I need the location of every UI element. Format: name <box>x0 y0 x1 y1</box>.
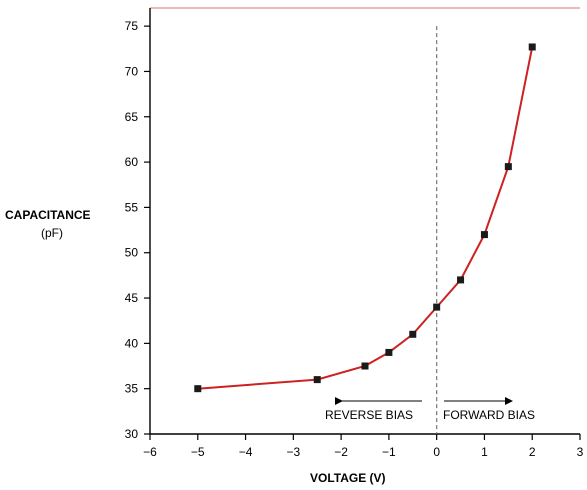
x-tick-label: 1 <box>481 445 488 459</box>
reverse-bias-label: REVERSE BIAS <box>325 408 413 422</box>
y-tick-label: 60 <box>125 155 139 169</box>
data-point <box>385 348 393 356</box>
series-line <box>197 46 534 390</box>
y-axis-title: CAPACITANCE <box>5 208 91 222</box>
forward-bias-label: FORWARD BIAS <box>443 408 535 422</box>
x-tick-label: −1 <box>382 445 396 459</box>
y-tick-label: 50 <box>125 246 139 260</box>
y-axis-ticks: 30 35 40 45 50 55 60 65 70 75 <box>125 19 150 441</box>
y-tick-label: 40 <box>125 336 139 350</box>
data-point <box>194 385 202 393</box>
y-tick-label: 45 <box>125 291 139 305</box>
x-axis-title: VOLTAGE (V) <box>310 471 386 485</box>
y-tick-label: 75 <box>125 19 139 33</box>
x-tick-label: −6 <box>143 445 157 459</box>
data-point <box>313 376 321 384</box>
data-point <box>504 163 512 171</box>
data-point <box>361 362 369 370</box>
data-point <box>480 231 488 239</box>
x-tick-label: −3 <box>286 445 300 459</box>
data-point <box>409 330 417 338</box>
x-tick-label: −2 <box>334 445 348 459</box>
y-tick-label: 55 <box>125 200 139 214</box>
data-series <box>194 43 536 393</box>
y-tick-label: 65 <box>125 110 139 124</box>
x-tick-label: 3 <box>577 445 584 459</box>
data-point <box>433 303 441 311</box>
x-axis-ticks: −6 −5 −4 −3 −2 −1 0 1 2 3 <box>143 434 584 459</box>
x-tick-label: −5 <box>191 445 205 459</box>
data-point <box>528 43 536 51</box>
axes <box>149 8 580 435</box>
data-point <box>457 276 465 284</box>
y-tick-label: 70 <box>125 64 139 78</box>
x-tick-label: 2 <box>529 445 536 459</box>
y-tick-label: 30 <box>125 427 139 441</box>
x-tick-label: −4 <box>239 445 253 459</box>
y-tick-label: 35 <box>125 382 139 396</box>
x-tick-label: 0 <box>433 445 440 459</box>
y-axis-unit: (pF) <box>41 226 63 240</box>
